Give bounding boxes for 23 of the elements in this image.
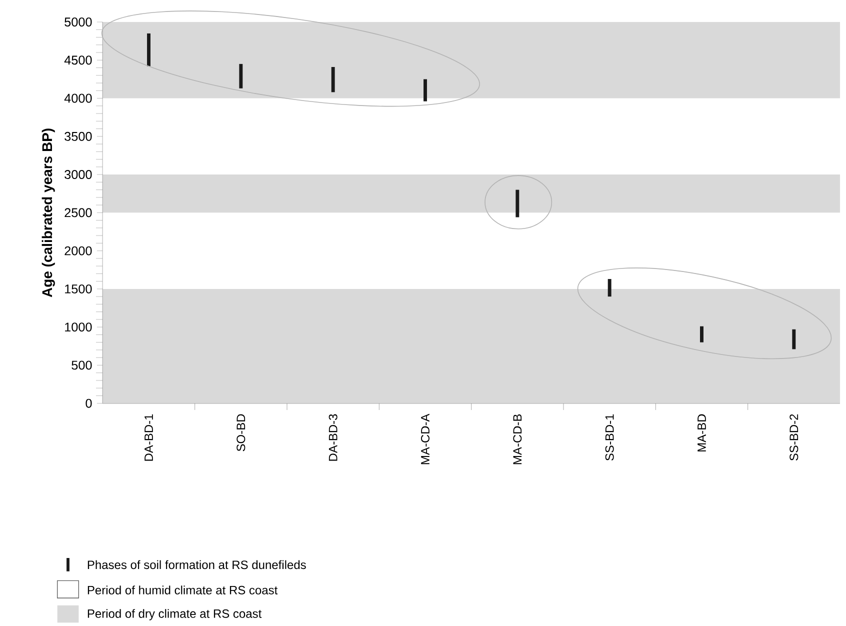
y-axis-title: Age (calibrated years BP) bbox=[42, 128, 55, 298]
x-tick-label: MA-BD bbox=[698, 414, 706, 452]
y-tick-label: 5000 bbox=[64, 18, 92, 26]
legend-label: Period of humid climate at RS coast bbox=[88, 586, 278, 594]
y-tick-label: 2500 bbox=[64, 208, 92, 218]
y-tick-label: 4000 bbox=[64, 94, 92, 103]
x-tick-label: MA-CD-A bbox=[420, 414, 430, 464]
y-tick-label: 1000 bbox=[65, 322, 92, 332]
x-tick-label: SO-BD bbox=[236, 414, 246, 452]
x-tick-label: MA-CD-B bbox=[513, 414, 522, 464]
y-tick-label: 1500 bbox=[65, 284, 92, 294]
x-tick-label: DA-BD-1 bbox=[144, 414, 153, 461]
y-tick-label: 3500 bbox=[64, 132, 92, 141]
legend-label: Phases of soil formation at RS dunefileds bbox=[88, 560, 306, 570]
x-tick-label: DA-BD-3 bbox=[328, 414, 338, 461]
x-tick-label: SS-BD-2 bbox=[790, 414, 798, 461]
y-tick-label: 3000 bbox=[64, 170, 92, 180]
legend-label: Period of dry climate at RS coast bbox=[88, 609, 262, 620]
y-tick-label: 4500 bbox=[64, 56, 92, 65]
y-tick-label: 0 bbox=[86, 398, 92, 408]
x-tick-label: SS-BD-1 bbox=[605, 414, 614, 461]
y-tick-label: 500 bbox=[72, 360, 92, 370]
y-tick-label: 2000 bbox=[64, 246, 92, 256]
